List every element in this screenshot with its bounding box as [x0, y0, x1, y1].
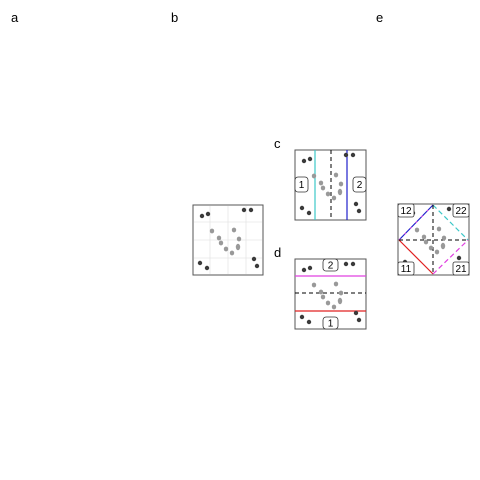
panel-d-region-tag-2: 2 [322, 258, 339, 272]
panel-b-grid [194, 206, 262, 274]
panel-label-e: e [376, 10, 383, 25]
panel-d-region-tag-1: 1 [322, 316, 339, 330]
panel-e-region-tag-21: 21 [452, 261, 470, 276]
light-point [423, 239, 429, 245]
panel-e-region-tag-11: 11 [397, 261, 415, 276]
dark-point [199, 213, 205, 219]
dark-point [356, 317, 362, 323]
dark-point [205, 211, 211, 217]
light-point [223, 246, 229, 252]
dark-point [197, 260, 203, 266]
panel-c-region-tag-1: 1 [294, 176, 309, 193]
dark-point [299, 314, 305, 320]
panel-e-split-diagonal: 12 22 11 21 [397, 203, 470, 276]
panel-label-d: d [274, 245, 281, 260]
dark-point [307, 156, 313, 162]
dark-point [350, 261, 356, 267]
light-point [320, 294, 326, 300]
dark-point [456, 255, 462, 261]
light-point [338, 181, 344, 187]
dark-point [301, 267, 307, 273]
dark-point [204, 265, 210, 271]
panel-label-b: b [171, 10, 178, 25]
light-point [440, 242, 446, 250]
panel-e-magenta-overlay [398, 204, 434, 241]
dark-point [248, 207, 254, 213]
light-point [338, 290, 344, 296]
dark-point [306, 319, 312, 325]
panel-d-region-label-2: 2 [328, 261, 334, 272]
dark-point [299, 205, 305, 211]
light-point [331, 304, 337, 310]
panel-c-region-label-2: 2 [357, 180, 363, 191]
dark-point [446, 206, 452, 212]
light-point [311, 173, 317, 179]
dark-point [356, 208, 362, 214]
panel-e-region-label-11: 11 [401, 264, 412, 275]
light-point [229, 250, 235, 256]
panel-d-split-horizontal: 2 1 [294, 258, 367, 330]
dark-point [353, 201, 359, 207]
light-point [434, 249, 440, 255]
light-point [333, 281, 339, 287]
light-point [218, 240, 224, 246]
panel-c-split-vertical: 1 2 [294, 149, 367, 221]
panel-e-magenta-line [432, 239, 469, 275]
panel-e-region-label-12: 12 [400, 206, 412, 217]
dark-point [350, 152, 356, 158]
light-point [337, 297, 343, 305]
panel-e-region-label-22: 22 [455, 206, 467, 217]
dark-point [241, 207, 247, 213]
light-point [337, 188, 343, 196]
light-point [235, 243, 241, 251]
dark-point [307, 265, 313, 271]
light-point [428, 245, 434, 251]
light-point [325, 300, 331, 306]
light-point [236, 236, 242, 242]
dark-point [306, 210, 312, 216]
dark-point [343, 261, 349, 267]
panel-label-a: a [11, 10, 19, 25]
light-point [231, 227, 237, 233]
light-point [331, 195, 337, 201]
light-point [414, 227, 420, 233]
panel-e-red-line [398, 239, 434, 275]
dark-point [254, 263, 260, 269]
dark-point [301, 158, 307, 164]
panel-e-region-label-21: 21 [455, 264, 467, 275]
light-point [216, 235, 222, 241]
light-point [441, 235, 447, 241]
light-point [318, 180, 324, 186]
panel-b-points [197, 207, 260, 271]
light-point [209, 228, 215, 234]
light-point [311, 282, 317, 288]
light-point [436, 226, 442, 232]
panel-d-points [299, 261, 362, 325]
light-point [320, 185, 326, 191]
light-point [333, 172, 339, 178]
panel-label-c: c [274, 136, 281, 151]
panel-e-cyan-line [432, 204, 469, 241]
panel-c-region-tag-2: 2 [352, 176, 367, 193]
light-point [318, 289, 324, 295]
dark-point [251, 256, 257, 262]
light-point [421, 234, 427, 240]
panel-d-region-label-1: 1 [328, 319, 334, 330]
panel-e-region-tag-22: 22 [452, 203, 470, 218]
light-point [325, 191, 331, 197]
panel-b-scatter [192, 204, 264, 276]
panel-e-region-tag-12: 12 [397, 203, 415, 218]
dark-point [353, 310, 359, 316]
dark-point [343, 152, 349, 158]
panel-c-region-label-1: 1 [299, 180, 305, 191]
panel-c-points [299, 152, 362, 216]
